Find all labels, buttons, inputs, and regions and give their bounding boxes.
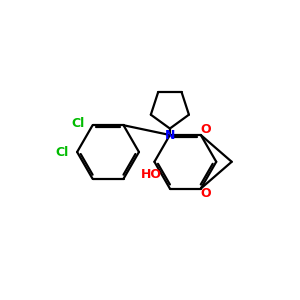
Text: O: O [201,188,212,200]
Text: O: O [201,123,212,136]
Text: N: N [165,128,176,142]
Text: Cl: Cl [56,146,69,158]
Text: Cl: Cl [71,117,84,130]
Text: HO: HO [140,168,161,181]
